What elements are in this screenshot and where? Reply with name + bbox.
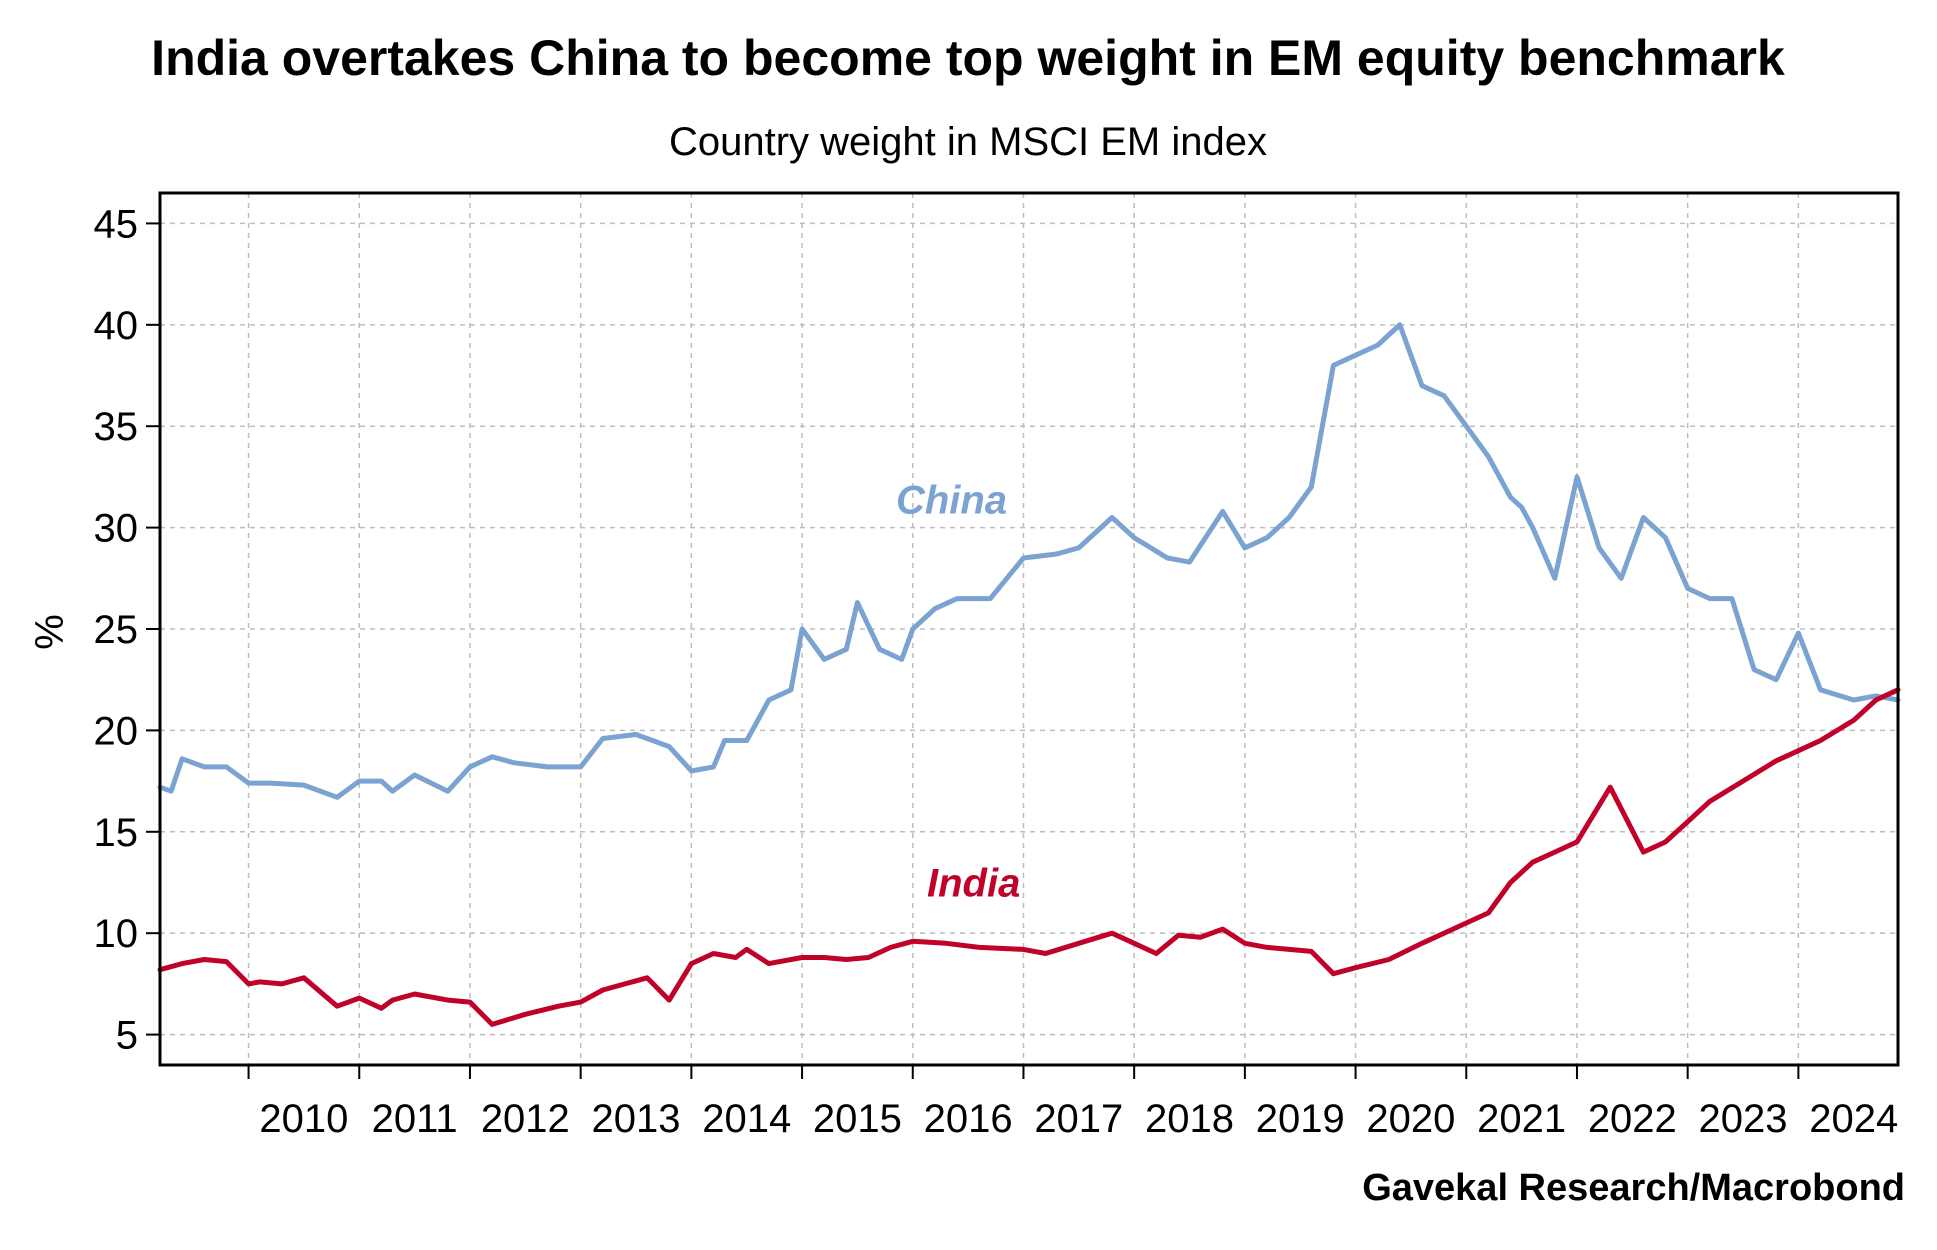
y-tick-label: 10 [94,912,139,956]
y-tick-label: 35 [94,405,139,449]
chart-title: India overtakes China to become top weig… [151,30,1785,86]
series-line-china [157,322,1901,800]
x-tick-label: 2012 [481,1097,570,1141]
plot-series [157,322,1901,1027]
chart-subtitle: Country weight in MSCI EM index [669,120,1267,164]
y-axis-label: % [28,614,72,650]
y-tick-label: 40 [94,304,139,348]
series-label-india: India [927,862,1020,906]
x-tick-label: 2024 [1809,1097,1898,1141]
x-tick-label: 2021 [1477,1097,1566,1141]
y-tick-label: 20 [94,709,139,753]
x-tick-label: 2017 [1034,1097,1123,1141]
y-tick-label: 15 [94,811,139,855]
x-tick-label: 2013 [592,1097,681,1141]
y-axis-ticks: 5 10 15 20 25 30 35 40 45 [94,202,160,1058]
series-label-china: China [896,478,1007,522]
source-credit: Gavekal Research/Macrobond [1362,1167,1905,1209]
series-labels: China India [896,478,1020,905]
y-tick-label: 25 [94,608,139,652]
x-tick-label: 2020 [1366,1097,1455,1141]
x-tick-label: 2014 [702,1097,791,1141]
y-tick-label: 5 [116,1014,138,1058]
x-axis-ticks: 2010 2011 2012 2013 2014 2015 2016 2017 2018 2019… [247,1065,1898,1141]
y-tick-label: 45 [94,202,139,246]
x-tick-label: 2022 [1588,1097,1677,1141]
x-tick-label: 2016 [924,1097,1013,1141]
gridlines [160,193,1898,1065]
x-tick-label: 2018 [1145,1097,1234,1141]
x-tick-label: 2015 [813,1097,902,1141]
y-tick-label: 30 [94,507,139,551]
x-tick-label: 2019 [1256,1097,1345,1141]
series-line-india [157,687,1901,1027]
x-tick-label: 2011 [372,1097,458,1141]
x-tick-label: 2023 [1699,1097,1788,1141]
x-tick-label: 2010 [259,1097,348,1141]
